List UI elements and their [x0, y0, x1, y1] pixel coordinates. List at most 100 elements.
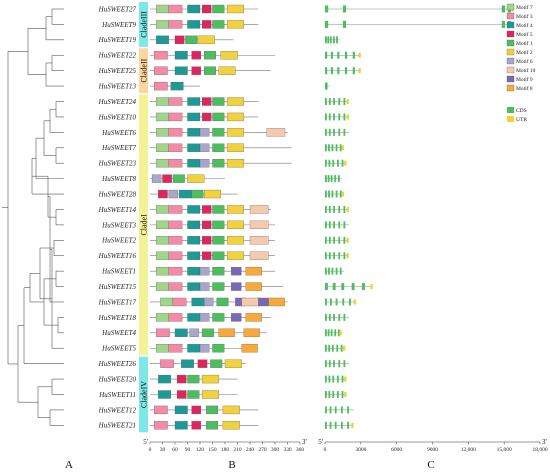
- motif-box: [204, 189, 221, 199]
- motif-box: [187, 97, 201, 106]
- utr-block: [339, 330, 342, 336]
- motif-box: [212, 20, 225, 29]
- motif-box: [156, 328, 170, 337]
- cds-block: [336, 36, 338, 44]
- cds-block: [341, 159, 344, 167]
- cds-block: [327, 329, 330, 337]
- cds-block: [343, 128, 346, 136]
- legend-swatch: [507, 107, 514, 113]
- cds-block: [333, 128, 335, 136]
- motif-box: [212, 236, 225, 245]
- cds-block: [325, 298, 327, 306]
- motif-axis-tick-label: 270: [258, 447, 267, 453]
- clade-bar: [139, 94, 148, 356]
- utr-block: [344, 392, 347, 397]
- cds-block: [352, 67, 355, 75]
- cds-block: [328, 391, 331, 398]
- cds-block: [332, 375, 335, 383]
- motif-box: [168, 205, 183, 214]
- motif-box: [220, 51, 238, 60]
- motif-box: [156, 143, 169, 152]
- motif-box: [249, 205, 269, 214]
- motif-box: [212, 313, 225, 322]
- cds-block: [328, 252, 331, 260]
- motif-box: [179, 189, 192, 199]
- motif-box: [168, 143, 183, 152]
- motif-box: [162, 174, 172, 183]
- motif-box: [258, 297, 269, 307]
- motif-box: [154, 66, 168, 75]
- motif-box: [218, 328, 235, 337]
- cds-block: [325, 375, 327, 383]
- legend-label: Motif 3: [516, 13, 533, 20]
- motif-panel: [150, 4, 292, 430]
- cds-block: [325, 329, 327, 337]
- legend-swatch: [507, 116, 514, 122]
- gene-label: HuSWEET22: [98, 52, 137, 60]
- motif-box: [199, 313, 210, 322]
- cds-block: [334, 175, 337, 183]
- cds-block: [325, 144, 327, 152]
- motif-box: [268, 297, 285, 307]
- motif-box: [187, 20, 201, 29]
- motif-box: [201, 97, 212, 106]
- motif-box: [191, 297, 205, 307]
- motif-box: [154, 405, 168, 415]
- legend-label: CDS: [516, 108, 527, 114]
- cds-block: [329, 36, 332, 44]
- motif-box: [187, 266, 201, 276]
- cds-block: [325, 267, 327, 275]
- cds-block: [333, 236, 335, 244]
- motif-box: [187, 128, 201, 137]
- cds-block: [339, 144, 342, 152]
- motif-box: [160, 359, 174, 368]
- motif-box: [226, 220, 244, 230]
- motif-box: [158, 189, 168, 199]
- cds-block: [336, 391, 339, 398]
- cds-block: [328, 190, 330, 198]
- motif-box: [201, 251, 212, 260]
- motif-box: [187, 251, 201, 260]
- cds-block: [328, 113, 331, 121]
- cds-block: [338, 98, 341, 106]
- cds-block: [325, 82, 328, 90]
- legend-label: UTR: [516, 117, 527, 123]
- cds-block: [344, 67, 348, 75]
- motif-box: [245, 266, 262, 276]
- motif-box: [226, 143, 244, 152]
- clade-bar: [139, 2, 148, 47]
- motif-box: [156, 97, 169, 106]
- motif-box: [224, 359, 242, 368]
- utr-block: [344, 376, 347, 382]
- legend-label: Motif 1: [516, 40, 533, 47]
- motif-box: [201, 328, 214, 337]
- gene-label: HuSWEET9: [101, 21, 136, 29]
- motif-box: [245, 282, 262, 291]
- motif-box: [187, 143, 201, 152]
- motif-box: [156, 128, 169, 137]
- cds-block: [325, 67, 328, 75]
- motif-box: [174, 51, 188, 60]
- cds-block: [341, 391, 344, 398]
- motif-box: [201, 390, 219, 399]
- cds-block: [339, 267, 342, 275]
- utr-block: [346, 99, 349, 105]
- cds-block: [325, 236, 327, 244]
- motif-box: [187, 374, 200, 384]
- motif-axis-tick-label: 0: [149, 447, 152, 453]
- motif-axis-end: 3': [302, 438, 307, 446]
- motif-box: [174, 328, 188, 337]
- clade-bars: CladeIII CladeII CladeI CladeIV: [139, 2, 149, 433]
- motif-box: [201, 20, 212, 29]
- cds-block: [325, 252, 327, 260]
- structure-axis-start: 5': [318, 438, 323, 446]
- motif-box: [245, 313, 262, 322]
- cds-block: [333, 221, 335, 229]
- motif-box: [168, 282, 183, 291]
- clade-label: CladeIV: [140, 381, 149, 408]
- cds-block: [333, 113, 335, 121]
- motif-box: [212, 128, 225, 137]
- motif-box: [168, 20, 183, 29]
- motif-box: [156, 35, 169, 44]
